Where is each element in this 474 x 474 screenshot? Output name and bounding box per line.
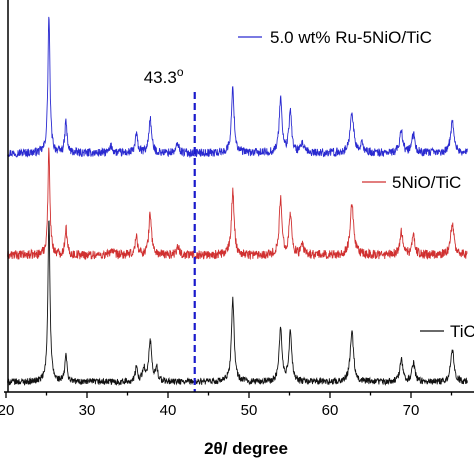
- x-tick-label: 30: [79, 402, 96, 419]
- x-axis-title: 2θ/ degree: [204, 439, 288, 458]
- legend-label-1: 5NiO/TiC: [392, 173, 461, 192]
- legend-layer: 5.0 wt% Ru-5NiO/TiC 5NiO/TiC TiC: [238, 28, 474, 341]
- x-ticks: 20 30 40 50 60 70: [0, 392, 453, 419]
- series-line-0: [7, 16, 468, 159]
- annotation-43-3-label: 43.3o: [144, 65, 184, 87]
- legend-label-0: 5.0 wt% Ru-5NiO/TiC: [270, 28, 432, 47]
- annotation-value: 43.3: [144, 68, 177, 87]
- x-tick-label: 40: [160, 402, 177, 419]
- legend-label-2: TiC: [450, 322, 474, 341]
- x-tick-label: 20: [0, 402, 14, 419]
- x-tick-label: 70: [403, 402, 420, 419]
- annotation-degree-mark: o: [177, 65, 184, 79]
- series-line-1: [7, 147, 468, 261]
- series-layer: [7, 16, 468, 386]
- x-tick-label: 50: [241, 402, 258, 419]
- series-line-2: [7, 220, 468, 386]
- annotation-layer: 43.3o: [144, 65, 196, 392]
- axes-layer: 20 30 40 50 60 70 2θ/ degree: [0, 0, 474, 458]
- x-tick-label: 60: [322, 402, 339, 419]
